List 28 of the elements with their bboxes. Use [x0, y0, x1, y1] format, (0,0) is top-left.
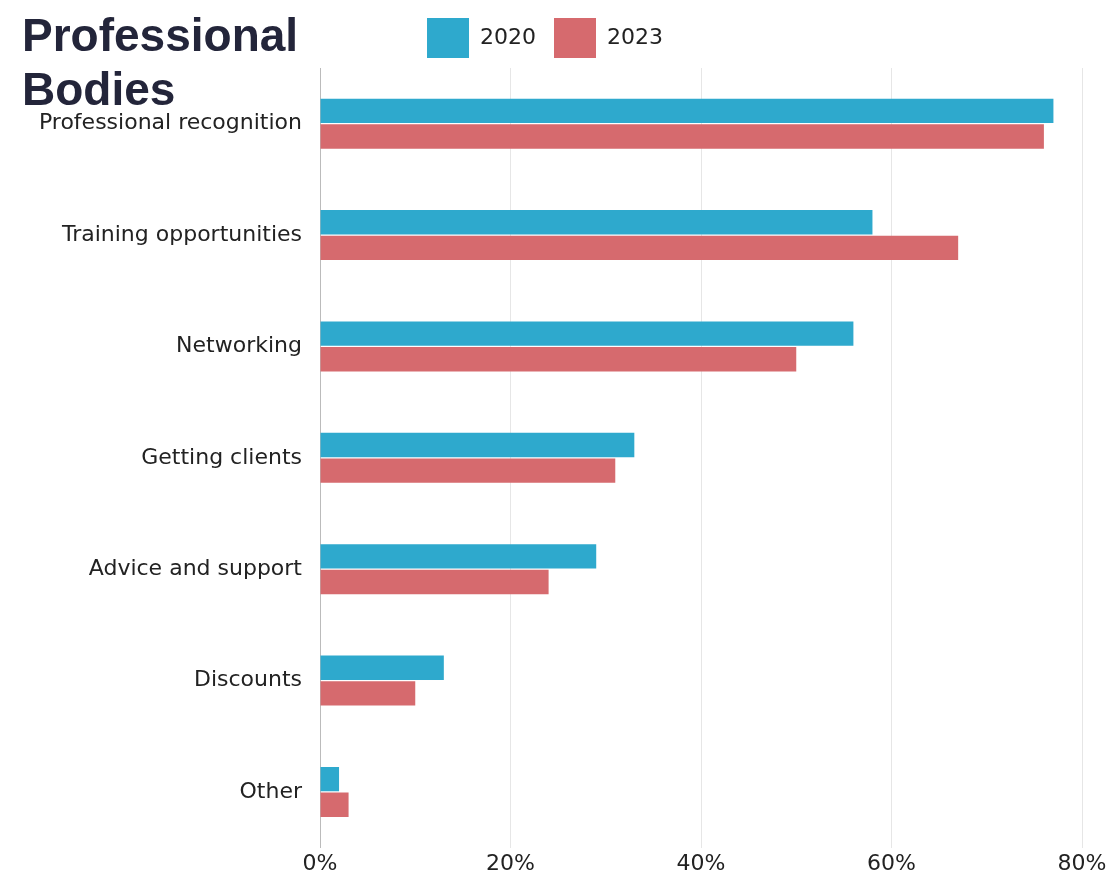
bar: [320, 124, 1044, 149]
bar: [320, 792, 349, 817]
x-tick-label: 20%: [486, 849, 535, 875]
bar: [320, 321, 854, 346]
bar: [320, 681, 416, 706]
bar: [320, 766, 340, 792]
y-tick-label: Other: [239, 777, 303, 803]
x-tick-label: 40%: [676, 849, 726, 875]
bar: [320, 432, 635, 458]
bar: [320, 458, 616, 483]
bar: [320, 544, 597, 569]
legend-label: 2020: [480, 23, 537, 49]
y-tick-label: Networking: [176, 332, 302, 358]
y-tick-label: Professional recognition: [38, 109, 302, 135]
bar: [320, 210, 873, 235]
x-tick-label: 0%: [302, 849, 338, 875]
bar: [320, 569, 549, 595]
legend-label: 2023: [607, 23, 663, 49]
y-tick-label: Training opportunities: [60, 220, 302, 246]
y-tick-label: Discounts: [193, 666, 302, 692]
bar: [320, 347, 797, 372]
bar: [320, 235, 959, 261]
y-tick-label: Advice and support: [88, 554, 303, 580]
bar: [320, 98, 1054, 124]
x-tick-label: 80%: [1057, 849, 1107, 875]
x-tick-label: 60%: [867, 849, 916, 875]
y-tick-label: Getting clients: [141, 443, 302, 469]
bar: [320, 655, 444, 680]
